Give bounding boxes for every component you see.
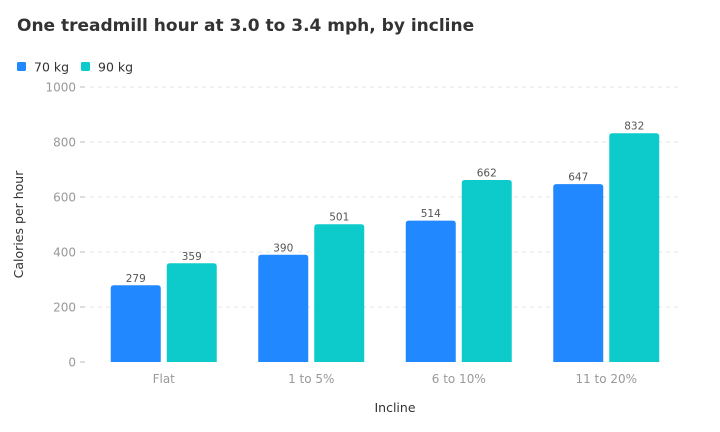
legend-label-series-1: 90 kg [98, 60, 133, 75]
data-label-0-series-0: 279 [126, 273, 146, 285]
x-tick-label-1: 1 to 5% [288, 372, 334, 386]
x-tick-label-3: 11 to 20% [575, 372, 637, 386]
bar-3-series-0 [553, 184, 604, 362]
bar-1-series-1 [314, 224, 365, 362]
bars: 279 359 390 501 514 662 647 832 [110, 121, 660, 362]
chart-title: One treadmill hour at 3.0 to 3.4 mph, by… [17, 16, 475, 36]
y-tick-label-200: 200 [53, 301, 76, 315]
data-label-2-series-0: 514 [421, 208, 441, 220]
bar-0-series-0 [110, 285, 161, 362]
legend-label-series-0: 70 kg [34, 60, 69, 75]
legend-swatch-series-1 [81, 62, 90, 71]
y-tick-label-400: 400 [53, 246, 76, 260]
data-label-3-series-1: 832 [624, 121, 644, 133]
legend: 70 kg 90 kg [17, 60, 133, 75]
data-label-1-series-0: 390 [273, 242, 293, 254]
data-label-2-series-1: 662 [477, 167, 497, 179]
y-tick-label-800: 800 [53, 136, 76, 150]
legend-swatch-series-0 [17, 62, 26, 71]
data-label-3-series-0: 647 [568, 172, 588, 184]
data-label-0-series-1: 359 [182, 251, 202, 263]
x-axis: Flat 1 to 5% 6 to 10% 11 to 20% [153, 372, 637, 386]
bar-1-series-0 [258, 254, 309, 362]
bar-2-series-1 [461, 179, 512, 362]
x-tick-label-0: Flat [153, 372, 176, 386]
y-tick-label-600: 600 [53, 191, 76, 205]
y-axis-title: Calories per hour [11, 170, 26, 279]
bar-0-series-1 [166, 263, 217, 362]
y-tick-label-1000: 1000 [45, 81, 76, 95]
y-tick-label-0: 0 [68, 356, 76, 370]
x-axis-title: Incline [374, 400, 415, 415]
data-label-1-series-1: 501 [329, 212, 349, 224]
x-tick-label-2: 6 to 10% [432, 372, 486, 386]
bar-2-series-0 [405, 220, 456, 362]
y-axis: 0 200 400 600 800 1000 [45, 81, 85, 370]
bar-3-series-1 [609, 133, 660, 362]
